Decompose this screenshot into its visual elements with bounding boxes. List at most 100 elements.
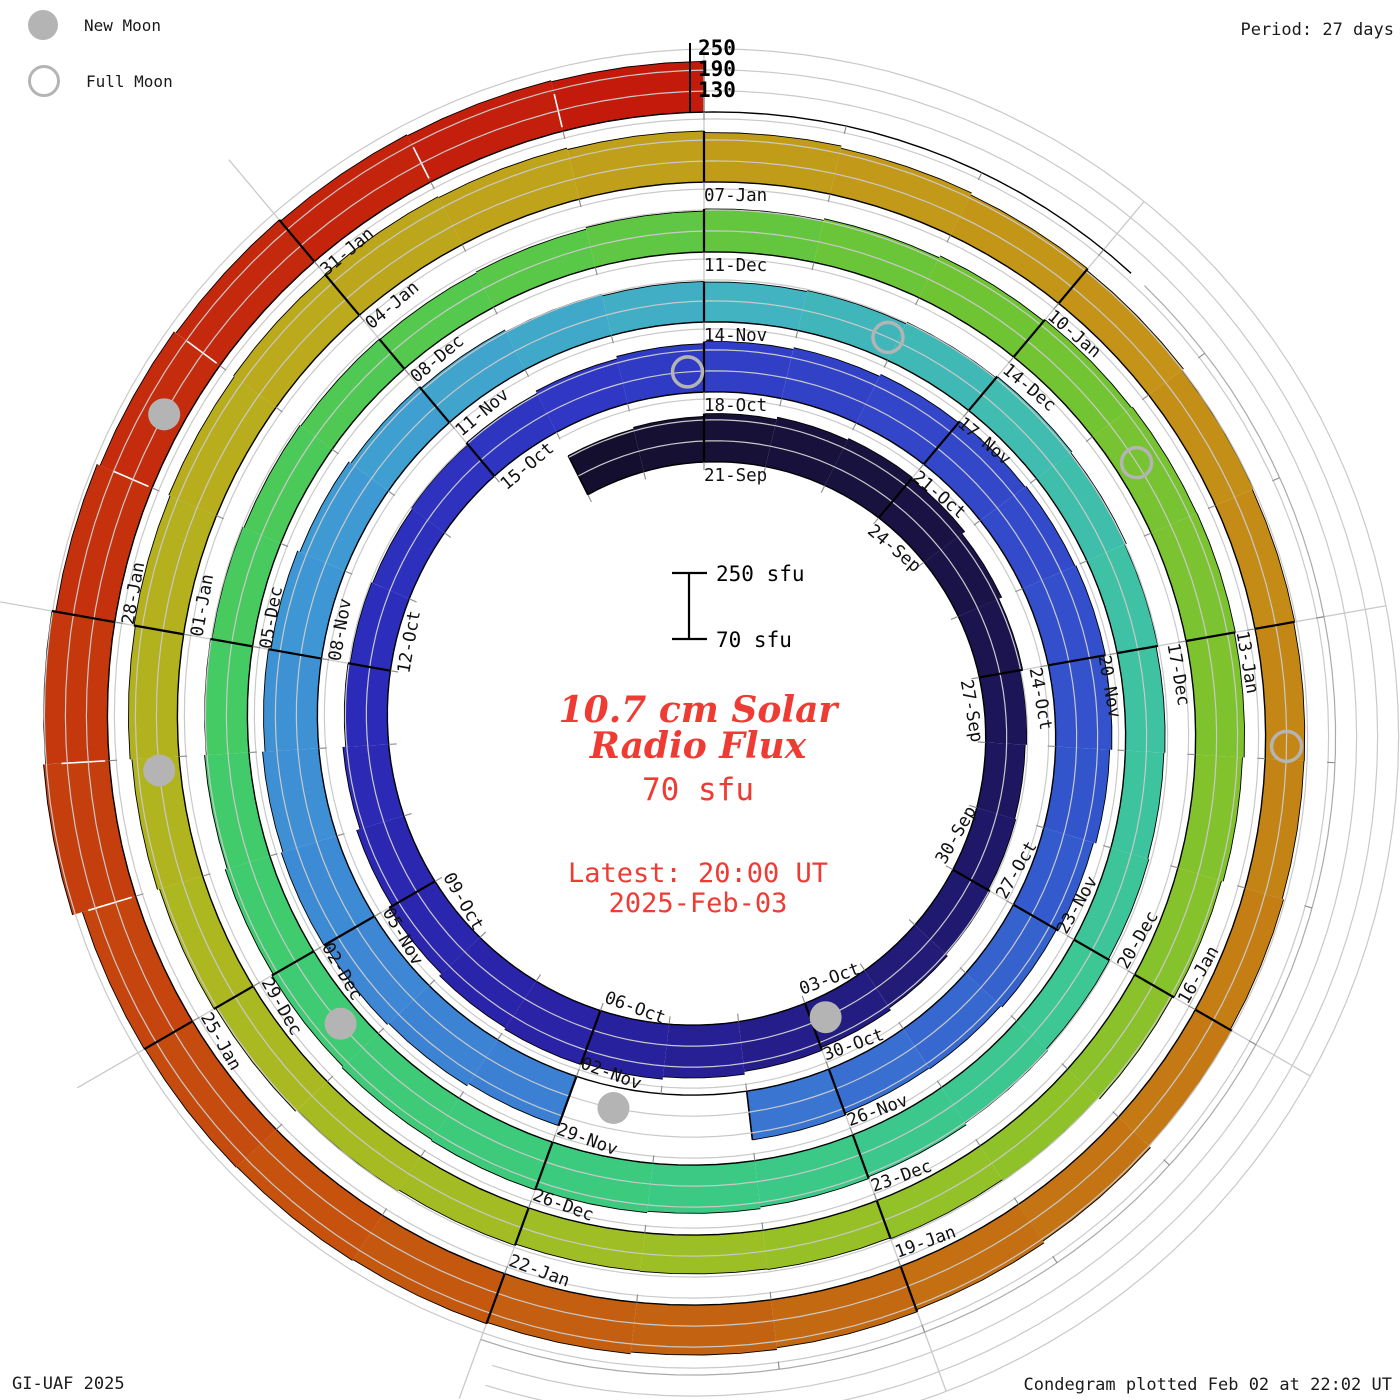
flux-bar-top-edge (431, 1140, 536, 1191)
day-tick (936, 1080, 943, 1088)
flux-bar (211, 527, 281, 647)
scale-bar: 250 sfu 70 sfu (672, 562, 805, 652)
flux-bar-top-edge (1001, 929, 1057, 1008)
baseline-spiral-extension (480, 285, 1337, 1376)
day-tick (114, 621, 123, 625)
segment-divider (418, 386, 451, 424)
flux-bar (567, 130, 704, 200)
day-tick (428, 979, 436, 986)
grid-spirals (43, 48, 1400, 1400)
latest-time-label: Latest: 20:00 UT (568, 858, 828, 889)
day-tick (448, 422, 455, 429)
chart-title-line2: Radio Flux (589, 725, 807, 767)
segment-divider (133, 624, 184, 636)
flux-bar (244, 425, 333, 544)
flux-bar (980, 486, 1075, 589)
scale-bar-top-label: 250 sfu (716, 562, 805, 586)
flux-bar (551, 61, 704, 132)
new-moon-label: New Moon (84, 15, 162, 35)
segment-divider (271, 950, 315, 977)
flux-bar (296, 1081, 421, 1192)
segment-divider (51, 609, 115, 624)
day-tick (977, 172, 983, 181)
segment-divider (1194, 1008, 1233, 1032)
flux-bar-top-edge (515, 1243, 641, 1272)
flux-bar (968, 376, 1072, 479)
new-moon-marker (809, 1001, 842, 1034)
period-label: Period: 27 days (1240, 20, 1394, 40)
flux-bar-top-edge (175, 219, 280, 334)
flux-bar (263, 649, 322, 752)
day-tick (1010, 1015, 1018, 1022)
flux-bar-top-edge (398, 1189, 516, 1246)
day-tick (1112, 1111, 1119, 1118)
flux-bar-top-edge (466, 393, 538, 444)
flux-bar-top-edge (585, 210, 705, 228)
day-tick (377, 1027, 385, 1034)
full-moon-label: Full Moon (86, 71, 173, 91)
radial-axis-tick-label: 250 (698, 36, 736, 60)
flux-bar-top-edge (1132, 406, 1198, 514)
date-label: 18-Oct (704, 396, 767, 416)
day-tick (461, 244, 467, 252)
flux-bar-top-edge (1044, 319, 1132, 408)
segment-divider (278, 219, 316, 263)
flux-bar (466, 393, 557, 477)
flux-bar-top-edge (1233, 632, 1245, 758)
day-tick (908, 919, 916, 926)
day-tick (959, 967, 967, 974)
flux-bar-top-edge (280, 852, 325, 946)
flux-bar-top-edge (407, 80, 552, 137)
segment-divider (967, 375, 999, 412)
flux-bar (704, 209, 824, 263)
flux-bar (952, 807, 1016, 890)
flux-bar-top-edge (1222, 757, 1243, 882)
flux-bar-top-edge (133, 495, 171, 626)
day-tick (434, 876, 443, 882)
flux-bar (398, 1156, 529, 1246)
flux-bar-top-edge (475, 228, 587, 273)
flux-bar-top-edge (535, 358, 618, 392)
day-tick (921, 1324, 926, 1333)
segment-divider (378, 338, 406, 370)
segment-divider (579, 1010, 602, 1065)
white-day-tick (61, 760, 106, 765)
day-tick (409, 598, 417, 603)
flux-bar (236, 1129, 383, 1261)
flux-bar (350, 582, 410, 671)
flux-bar (271, 951, 379, 1067)
flux-bar-top-edge (630, 1349, 777, 1356)
day-tick (975, 1138, 981, 1147)
flux-bar-top-edge (820, 1009, 891, 1049)
baseline-spiral-black (106, 111, 1267, 1306)
flux-bar (602, 281, 704, 336)
gridline-spiral-190 (64, 69, 1379, 1400)
flux-bar-top-edge (767, 1237, 891, 1271)
day-tick (1053, 302, 1060, 310)
day-tick (280, 542, 289, 548)
gridline-spiral-130 (85, 90, 1358, 1397)
day-tick (1316, 616, 1325, 619)
flux-bar-top-edge (867, 1124, 967, 1178)
flux-bar-top-edge (144, 1048, 237, 1168)
day-tick (1079, 560, 1088, 565)
day-tick (827, 194, 831, 203)
day-tick (599, 1002, 604, 1011)
flux-bar (704, 341, 794, 399)
day-tick (1198, 352, 1206, 359)
full-moon-marker (871, 320, 905, 355)
flux-bar (43, 611, 115, 765)
flux-bar-top-edge (372, 508, 413, 584)
flux-bar (388, 985, 498, 1086)
flux-bar-top-edge (535, 1188, 648, 1214)
day-tick (1141, 394, 1150, 401)
segment-divider (827, 1068, 847, 1116)
segment-divider (1185, 631, 1236, 643)
day-tick (403, 368, 410, 376)
date-label: 07-Jan (704, 186, 767, 206)
flux-bar (585, 211, 704, 268)
flux-bar (1118, 1009, 1232, 1146)
flux-bar-top-edge (662, 1073, 745, 1079)
